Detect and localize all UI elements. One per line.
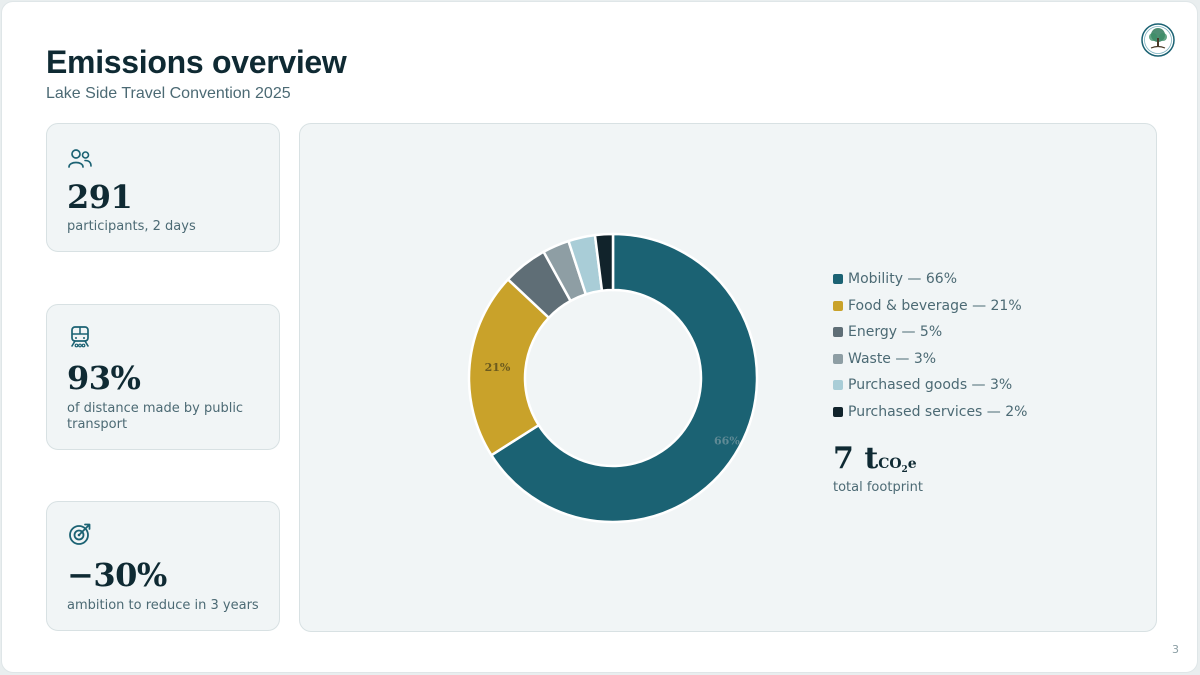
train-icon [71, 326, 89, 348]
kpi-label: participants, 2 days [67, 219, 196, 234]
legend-swatch [833, 327, 843, 338]
donut-slice-mobility [489, 232, 759, 524]
legend-item-mobility: Mobility — 66% [833, 271, 1027, 298]
legend-label: Food & beverage — 21% [848, 297, 1022, 314]
kpi-card-participants: 291 participants, 2 days [46, 123, 280, 252]
legend-item-food-beverage: Food & beverage — 21% [833, 298, 1027, 325]
legend-item-waste: Waste — 3% [833, 351, 1027, 378]
donut-slice-purchased-services [593, 232, 615, 293]
legend-label: Energy — 5% [848, 324, 943, 341]
chart-panel: 66% 21% Mobility — 66% Food & beverage — … [299, 123, 1157, 632]
total-number: 7 [833, 441, 854, 476]
kpi-value: 93% [67, 359, 141, 397]
page-number: 3 [1172, 643, 1179, 656]
donut-slice-food-beverage [467, 277, 551, 457]
total-unit: CO2e [878, 456, 917, 475]
total-unit-co: CO [878, 456, 902, 472]
legend-label: Purchased goods — 3% [848, 377, 1013, 394]
kpi-label: of distance made by public transport [67, 401, 244, 432]
legend-item-purchased-goods: Purchased goods — 3% [833, 377, 1027, 404]
total-label: total footprint [833, 480, 923, 495]
total-unit-t: t [864, 441, 879, 476]
legend-item-energy: Energy — 5% [833, 324, 1027, 351]
legend-swatch [833, 353, 843, 364]
total-unit-subscript: 2 [901, 464, 908, 475]
kpi-card-public-transport: 93% of distance made by public transport [46, 304, 280, 450]
legend-label: Mobility — 66% [848, 271, 957, 287]
donut-chart: 66% 21% [467, 232, 759, 524]
page-subtitle: Lake Side Travel Convention 2025 [46, 85, 291, 102]
data-label-mobility: 66% [714, 435, 740, 448]
legend-label: Purchased services — 2% [848, 403, 1028, 420]
total-unit-e: e [907, 456, 917, 472]
chart-legend: Mobility — 66% Food & beverage — 21% Ene… [833, 271, 1027, 431]
kpi-label: ambition to reduce in 3 years [67, 598, 259, 613]
kpi-value: 291 [67, 178, 133, 216]
participants-icon [68, 149, 92, 168]
total-value: 7 tCO2e [833, 441, 923, 476]
legend-swatch [833, 274, 843, 284]
page-title: Emissions overview [46, 44, 347, 80]
kpi-value: −30% [67, 556, 167, 594]
legend-item-purchased-services: Purchased services — 2% [833, 404, 1027, 431]
legend-swatch [833, 300, 843, 311]
legend-label: Waste — 3% [848, 350, 937, 367]
legend-swatch [833, 406, 843, 417]
total-footprint: 7 tCO2e total footprint [833, 441, 923, 495]
target-icon [69, 523, 91, 545]
legend-swatch [833, 380, 843, 391]
kpi-card-reduction-ambition: −30% ambition to reduce in 3 years [46, 501, 280, 631]
data-label-food-beverage: 21% [485, 361, 511, 374]
tree-logo-icon [1141, 23, 1175, 57]
